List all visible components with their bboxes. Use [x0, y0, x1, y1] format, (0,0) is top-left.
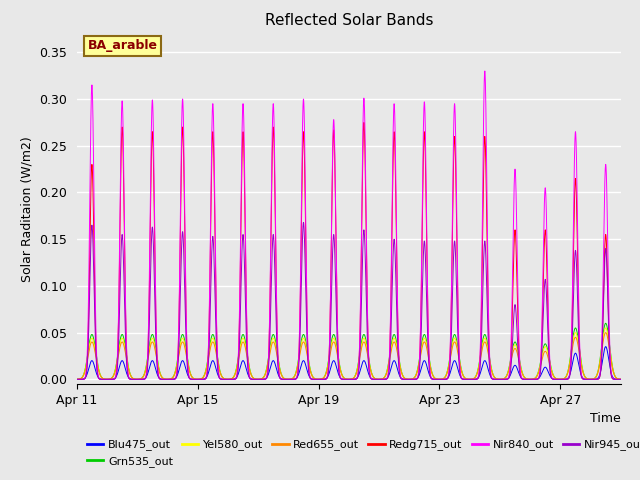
Nir945_out — [300, 219, 307, 225]
Nir945_out — [170, 376, 178, 382]
Grn535_out — [617, 376, 625, 382]
Yel580_out — [397, 365, 404, 371]
Nir840_out — [173, 363, 181, 369]
Yel580_out — [173, 360, 181, 365]
Redg715_out — [95, 375, 102, 381]
Yel580_out — [617, 376, 625, 382]
Grn535_out — [170, 372, 178, 378]
Yel580_out — [602, 325, 609, 331]
Nir945_out — [95, 376, 102, 382]
Title: Reflected Solar Bands: Reflected Solar Bands — [264, 13, 433, 28]
Blu475_out — [617, 376, 625, 382]
Nir840_out — [611, 376, 618, 382]
Red655_out — [170, 372, 178, 378]
Nir945_out — [255, 376, 263, 382]
Yel580_out — [611, 373, 618, 379]
Text: BA_arable: BA_arable — [88, 39, 157, 52]
Grn535_out — [602, 320, 609, 326]
Red655_out — [611, 373, 618, 379]
Nir945_out — [611, 376, 618, 382]
Yel580_out — [255, 376, 263, 382]
Line: Redg715_out: Redg715_out — [77, 122, 621, 379]
Y-axis label: Solar Raditaion (W/m2): Solar Raditaion (W/m2) — [20, 136, 33, 282]
Blu475_out — [73, 376, 81, 382]
Redg715_out — [397, 374, 404, 380]
Nir840_out — [255, 376, 263, 382]
Nir840_out — [397, 373, 404, 379]
Nir840_out — [617, 376, 625, 382]
Nir945_out — [397, 375, 404, 381]
Red655_out — [602, 330, 609, 336]
Grn535_out — [73, 376, 81, 382]
Nir945_out — [73, 376, 81, 382]
Redg715_out — [73, 376, 81, 382]
Grn535_out — [255, 376, 263, 382]
Nir840_out — [95, 375, 102, 381]
Yel580_out — [73, 376, 81, 382]
Red655_out — [173, 361, 181, 367]
Yel580_out — [170, 372, 178, 378]
Line: Yel580_out: Yel580_out — [77, 328, 621, 379]
Red655_out — [397, 366, 404, 372]
Line: Blu475_out: Blu475_out — [77, 347, 621, 379]
Yel580_out — [95, 368, 102, 373]
Line: Nir945_out: Nir945_out — [77, 222, 621, 379]
Grn535_out — [173, 358, 181, 364]
Blu475_out — [611, 376, 618, 382]
Redg715_out — [611, 376, 618, 382]
Red655_out — [95, 369, 102, 374]
Blu475_out — [397, 374, 404, 380]
Grn535_out — [611, 372, 618, 378]
Redg715_out — [617, 376, 625, 382]
Legend: Blu475_out, Grn535_out, Yel580_out, Red655_out, Redg715_out, Nir840_out, Nir945_: Blu475_out, Grn535_out, Yel580_out, Red6… — [83, 435, 640, 471]
Nir840_out — [73, 376, 81, 382]
Nir945_out — [173, 370, 181, 375]
Redg715_out — [173, 364, 181, 370]
Redg715_out — [360, 120, 368, 125]
Line: Grn535_out: Grn535_out — [77, 323, 621, 379]
Grn535_out — [397, 364, 404, 370]
Nir840_out — [170, 376, 178, 382]
Red655_out — [617, 376, 625, 382]
Blu475_out — [255, 376, 263, 382]
Redg715_out — [170, 376, 178, 382]
Blu475_out — [170, 376, 178, 382]
Blu475_out — [173, 372, 181, 378]
Nir945_out — [617, 376, 625, 382]
Grn535_out — [95, 367, 102, 373]
Blu475_out — [602, 344, 609, 349]
Redg715_out — [255, 376, 263, 382]
Red655_out — [255, 376, 263, 382]
X-axis label: Time: Time — [590, 412, 621, 425]
Line: Red655_out: Red655_out — [77, 333, 621, 379]
Red655_out — [73, 376, 81, 382]
Nir840_out — [481, 68, 488, 74]
Blu475_out — [95, 375, 102, 381]
Line: Nir840_out: Nir840_out — [77, 71, 621, 379]
